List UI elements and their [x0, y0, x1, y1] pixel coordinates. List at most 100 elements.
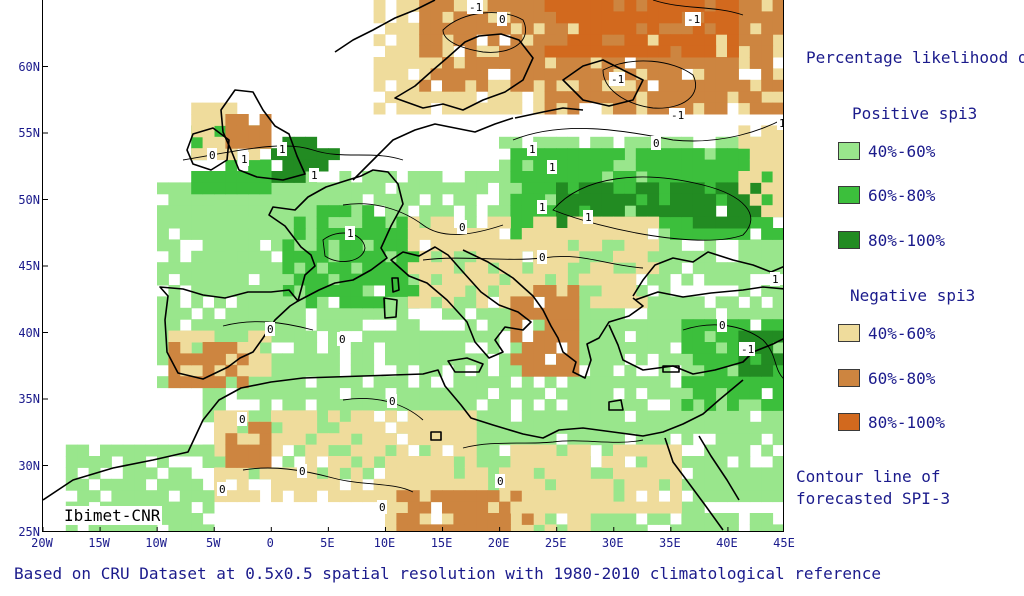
- probability-cell: [544, 273, 557, 286]
- probability-cell: [453, 273, 466, 286]
- probability-cell: [350, 307, 363, 320]
- probability-cell: [715, 136, 728, 149]
- probability-cell: [624, 11, 637, 24]
- probability-cell: [77, 456, 90, 468]
- probability-cell: [533, 410, 546, 423]
- probability-cell: [442, 433, 454, 446]
- probability-cell: [328, 478, 340, 491]
- probability-cell: [111, 444, 124, 457]
- probability-cell: [613, 205, 625, 218]
- legend-negative-header: Negative spi3: [850, 286, 976, 305]
- probability-cell: [635, 34, 648, 47]
- probability-cell: [373, 193, 386, 206]
- probability-cell: [692, 307, 705, 320]
- probability-cell: [236, 125, 249, 138]
- probability-cell: [556, 273, 568, 286]
- probability-cell: [464, 182, 477, 195]
- probability-cell: [761, 22, 774, 35]
- probability-cell: [590, 376, 603, 389]
- probability-cell: [453, 11, 466, 24]
- probability-cell: [487, 0, 500, 12]
- probability-cell: [225, 376, 238, 389]
- probability-cell: [658, 0, 671, 12]
- probability-cell: [157, 444, 169, 457]
- probability-cell: [761, 490, 774, 503]
- probability-cell: [179, 444, 192, 457]
- contour-label: 0: [537, 250, 547, 264]
- probability-cell: [567, 524, 580, 531]
- probability-cell: [453, 501, 466, 514]
- probability-cell: [567, 239, 580, 252]
- probability-cell: [282, 250, 295, 263]
- probability-cell: [772, 22, 783, 35]
- probability-cell: [259, 262, 272, 275]
- probability-cell: [578, 91, 591, 104]
- probability-cell: [578, 79, 591, 92]
- probability-cell: [328, 364, 340, 377]
- probability-cell: [293, 205, 306, 218]
- probability-cell: [248, 193, 261, 206]
- probability-cell: [339, 410, 352, 423]
- probability-cell: [761, 159, 774, 172]
- probability-cell: [499, 501, 511, 514]
- probability-cell: [453, 22, 466, 35]
- probability-cell: [727, 182, 739, 195]
- probability-cell: [373, 216, 386, 229]
- probability-cell: [727, 136, 739, 149]
- probability-cell: [681, 353, 694, 366]
- probability-cell: [259, 467, 272, 480]
- probability-cell: [578, 513, 591, 525]
- probability-cell: [658, 228, 671, 240]
- probability-cell: [407, 0, 420, 12]
- probability-cell: [761, 136, 774, 149]
- probability-cell: [704, 91, 717, 104]
- probability-cell: [635, 421, 648, 434]
- probability-cell: [430, 239, 443, 252]
- probability-cell: [521, 410, 534, 423]
- probability-cell: [464, 524, 477, 531]
- probability-cell: [556, 182, 568, 195]
- probability-cell: [749, 11, 762, 24]
- contour-label: 0: [497, 12, 507, 26]
- probability-cell: [499, 410, 511, 423]
- probability-cell: [601, 34, 614, 47]
- probability-cell: [510, 11, 523, 24]
- probability-cell: [236, 273, 249, 286]
- probability-cell: [373, 262, 386, 275]
- probability-cell: [305, 410, 318, 423]
- probability-cell: [339, 273, 352, 286]
- probability-cell: [681, 228, 694, 240]
- probability-cell: [236, 216, 249, 229]
- probability-cell: [305, 262, 318, 275]
- probability-cell: [704, 342, 717, 354]
- probability-cell: [430, 228, 443, 240]
- probability-cell: [647, 296, 660, 309]
- probability-cell: [293, 216, 306, 229]
- probability-cell: [236, 193, 249, 206]
- probability-cell: [122, 524, 135, 531]
- probability-cell: [202, 330, 215, 343]
- probability-cell: [419, 353, 432, 366]
- probability-cell: [738, 159, 751, 172]
- probability-cell: [521, 11, 534, 24]
- probability-cell: [362, 456, 375, 468]
- probability-cell: [704, 68, 717, 81]
- probability-cell: [715, 22, 728, 35]
- probability-cell: [225, 102, 238, 115]
- probability-cell: [624, 387, 637, 400]
- probability-cell: [339, 239, 352, 252]
- probability-cell: [761, 478, 774, 491]
- probability-cell: [692, 319, 705, 332]
- probability-cell: [248, 159, 261, 172]
- probability-cell: [635, 45, 648, 58]
- probability-cell: [259, 273, 272, 286]
- probability-cell: [419, 102, 432, 115]
- probability-cell: [499, 433, 511, 446]
- probability-cell: [704, 399, 717, 411]
- probability-cell: [373, 490, 386, 503]
- probability-cell: [259, 399, 272, 411]
- probability-cell: [487, 456, 500, 468]
- probability-cell: [590, 262, 603, 275]
- probability-cell: [191, 490, 204, 503]
- probability-cell: [533, 330, 546, 343]
